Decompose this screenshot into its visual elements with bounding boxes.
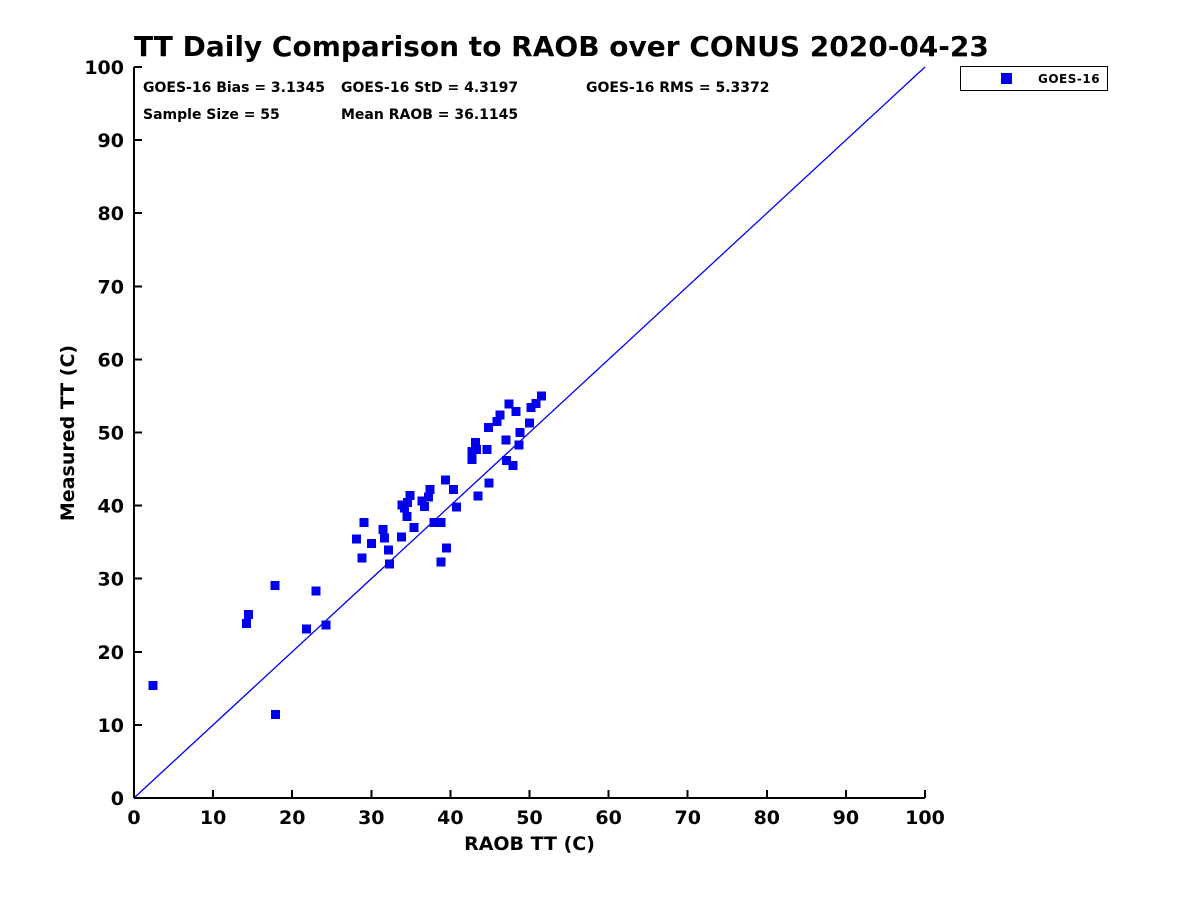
y-tick-label: 100 [84, 57, 124, 79]
y-tick-label: 30 [98, 569, 124, 591]
y-tick-label: 10 [98, 715, 124, 737]
data-point [351, 534, 361, 544]
x-axis-label: RAOB TT (C) [464, 833, 595, 855]
data-point [148, 680, 158, 690]
data-point [366, 539, 376, 549]
data-point [508, 460, 518, 470]
stat-sample-size: Sample Size = 55 [143, 107, 280, 123]
data-point [449, 485, 459, 495]
data-point [380, 533, 390, 543]
data-point [425, 485, 435, 495]
data-point [511, 406, 521, 416]
data-point [515, 428, 525, 437]
data-point [409, 523, 419, 533]
y-tick-label: 60 [98, 349, 124, 371]
data-point [483, 422, 493, 432]
data-point [531, 398, 541, 408]
data-point [514, 440, 524, 450]
x-tick-label: 0 [127, 807, 140, 829]
data-point [441, 543, 451, 553]
x-tick-label: 10 [200, 807, 226, 829]
y-axis-label: Measured TT (C) [57, 344, 79, 522]
data-point [400, 503, 410, 513]
stat-mean-raob: Mean RAOB = 36.1145 [341, 107, 519, 123]
data-point [482, 444, 492, 454]
data-point [396, 532, 406, 542]
data-point [492, 417, 502, 427]
data-point [311, 586, 321, 596]
y-tick-label: 40 [98, 496, 124, 518]
data-point [271, 710, 281, 720]
stat-std: GOES-16 StD = 4.3197 [341, 80, 519, 96]
chart-title: TT Daily Comparison to RAOB over CONUS 2… [134, 30, 989, 63]
legend-marker-square [1001, 73, 1012, 84]
data-point [403, 498, 413, 508]
data-point [484, 478, 494, 488]
data-point [536, 391, 546, 401]
data-point [436, 557, 446, 567]
data-point [419, 501, 429, 511]
x-tick-label: 50 [516, 807, 542, 829]
x-tick-label: 40 [437, 807, 463, 829]
data-point [321, 620, 331, 630]
data-point [473, 491, 483, 501]
data-point [384, 559, 394, 569]
data-point [472, 444, 482, 454]
y-tick-label: 0 [111, 788, 124, 810]
data-point [384, 545, 394, 555]
data-point [402, 512, 412, 522]
data-point [429, 517, 439, 527]
data-point [526, 403, 536, 413]
data-point [436, 517, 446, 527]
y-tick-label: 90 [98, 130, 124, 152]
legend-label: GOES-16 [1038, 71, 1101, 86]
data-point [270, 580, 280, 590]
data-point [241, 618, 251, 628]
data-point [471, 438, 481, 448]
y-tick-label: 70 [98, 276, 124, 298]
data-point [452, 502, 462, 512]
data-point [467, 447, 477, 457]
data-point [525, 418, 534, 428]
data-point [244, 610, 254, 620]
data-point [502, 455, 512, 465]
stat-rms: GOES-16 RMS = 5.3372 [586, 80, 770, 96]
y-tick-label: 80 [98, 203, 124, 225]
y-tick-label: 50 [98, 423, 124, 445]
y-tick-label: 20 [98, 642, 124, 664]
stat-bias: GOES-16 Bias = 3.1345 [143, 80, 325, 96]
x-tick-label: 80 [754, 807, 780, 829]
x-tick-label: 70 [674, 807, 700, 829]
data-point [359, 517, 369, 527]
x-tick-label: 90 [833, 807, 859, 829]
data-point [501, 435, 511, 445]
legend: GOES-16 [960, 66, 1108, 91]
x-tick-label: 60 [595, 807, 621, 829]
data-point [301, 624, 311, 634]
data-point [504, 399, 514, 409]
x-tick-label: 30 [358, 807, 384, 829]
data-point [417, 496, 427, 506]
data-point [423, 492, 433, 502]
data-point [495, 410, 505, 420]
data-point [405, 490, 415, 500]
data-point [357, 553, 367, 563]
x-tick-label: 100 [905, 807, 945, 829]
data-point [378, 525, 388, 535]
x-tick-label: 20 [279, 807, 305, 829]
data-point [441, 475, 451, 485]
identity-line [133, 66, 926, 799]
data-point [467, 455, 477, 465]
